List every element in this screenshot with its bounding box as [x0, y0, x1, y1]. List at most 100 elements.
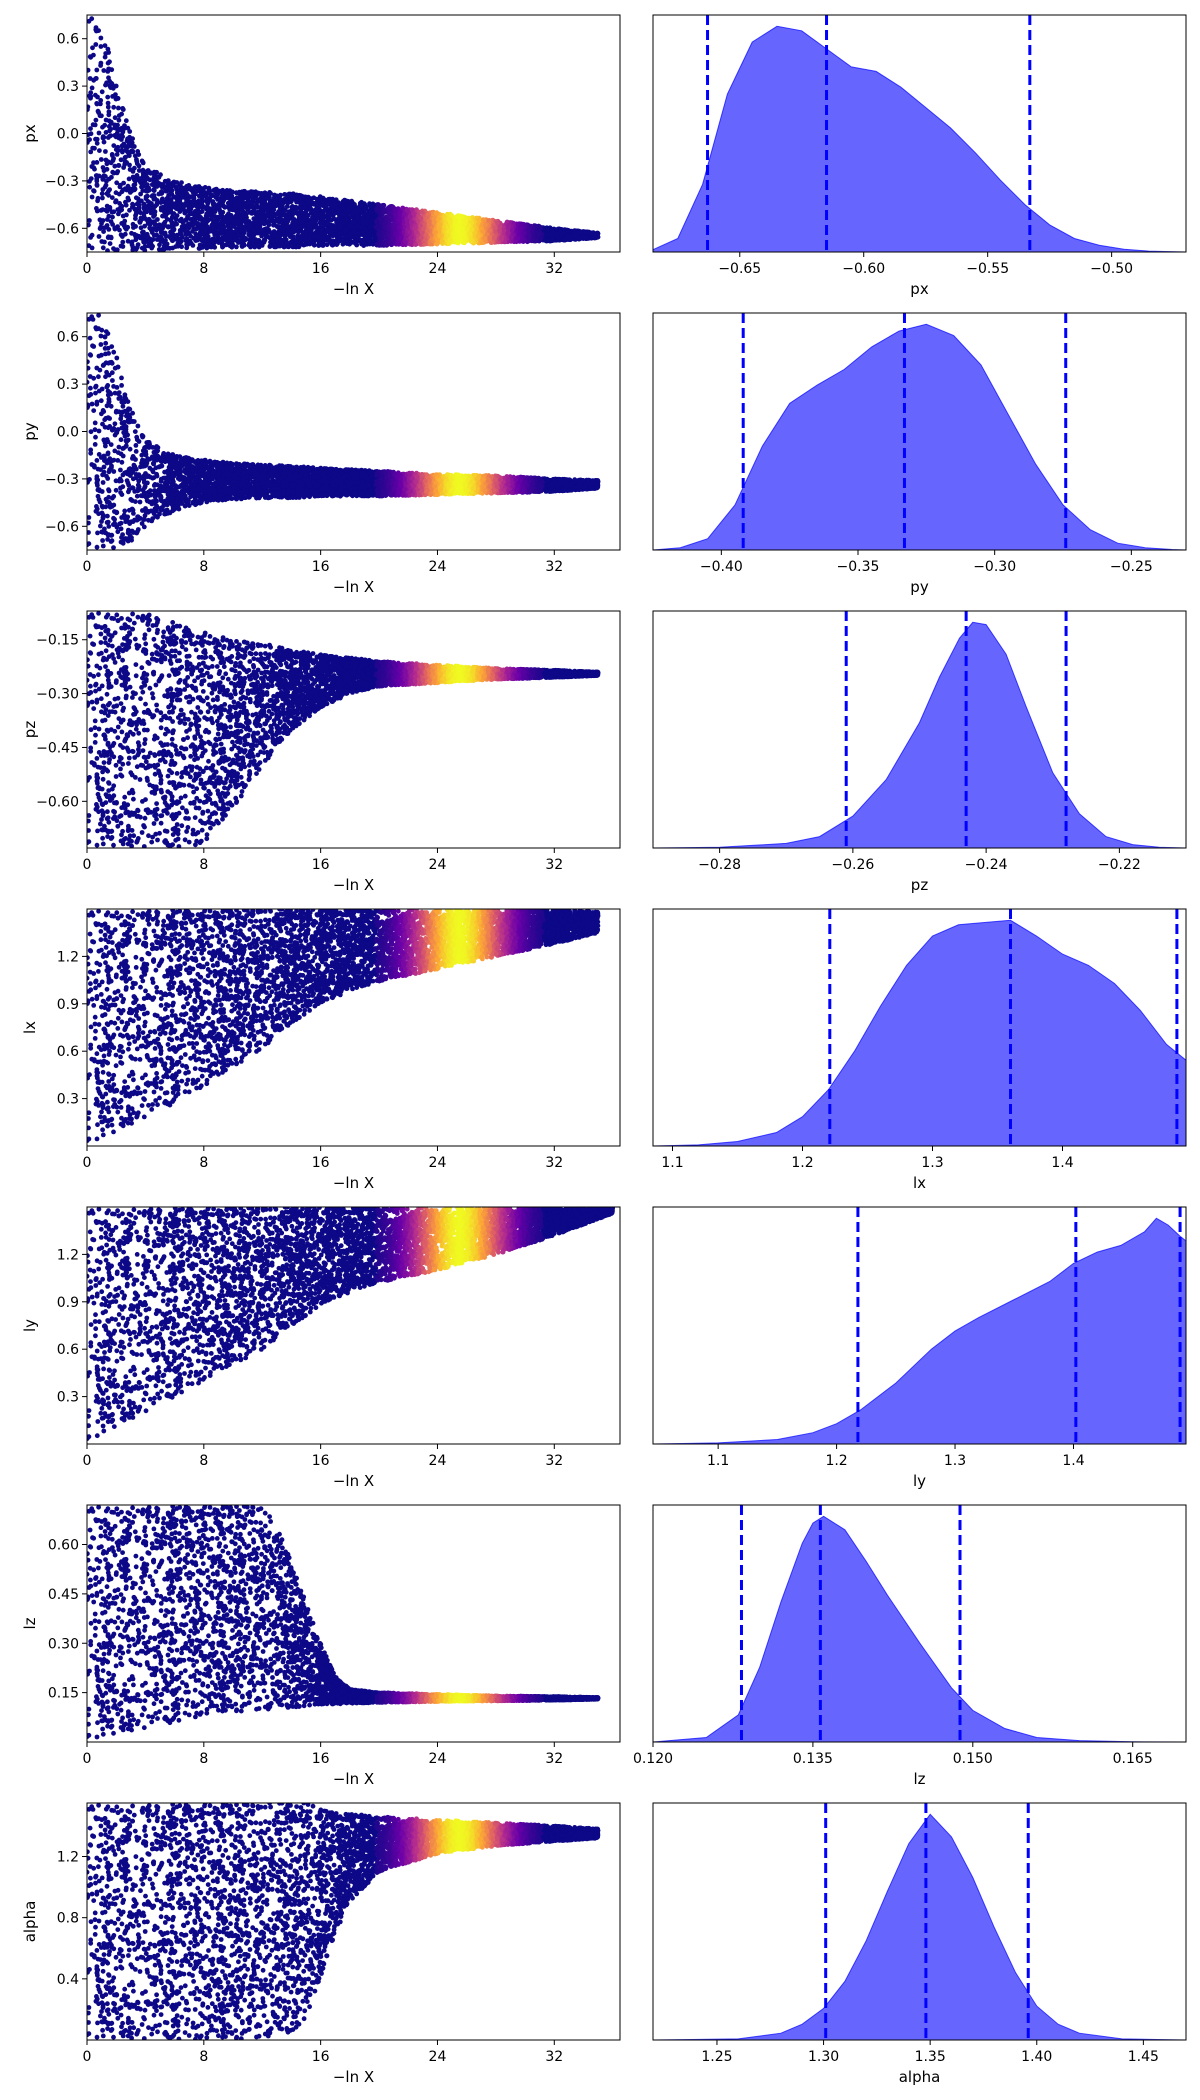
trace-sample-point [330, 233, 336, 239]
trace-sample-point [94, 140, 100, 146]
trace-sample-point [271, 229, 277, 234]
trace-sample-point [123, 118, 129, 124]
trace-sample-point [106, 75, 111, 81]
trace-sample-point [434, 210, 439, 216]
trace-sample-point [317, 202, 323, 208]
trace-sample-point [138, 235, 143, 241]
trace-sample-point [145, 199, 151, 204]
trace-sample-point [90, 145, 96, 151]
trace-sample-point [133, 216, 138, 222]
trace-sample-point [102, 122, 108, 128]
trace-sample-point [170, 226, 176, 232]
trace-sample-point [266, 196, 271, 202]
trace-sample-point [97, 148, 102, 154]
trace-sample-point [186, 183, 192, 188]
trace-sample-point [149, 230, 155, 235]
trace-sample-point [207, 228, 213, 234]
trace-sample-point [99, 89, 105, 95]
trace-sample-point [342, 226, 348, 232]
trace-sample-point [158, 200, 164, 206]
trace-sample-point [382, 220, 388, 226]
trace-sample-point [96, 130, 102, 136]
trace-sample-point [186, 208, 191, 214]
trace-sample-point [102, 239, 107, 245]
trace-sample-point [165, 178, 171, 184]
trace-sample-point [299, 200, 304, 206]
trace-sample-point [103, 130, 109, 135]
trace-sample-point [149, 193, 155, 199]
trace-sample-point [103, 182, 109, 188]
trace-sample-point [95, 195, 101, 201]
trace-sample-point [229, 242, 235, 248]
trace-sample-point [110, 214, 115, 220]
trace-sample-point [93, 92, 98, 98]
trace-sample-point [94, 178, 100, 184]
trace-sample-point [322, 231, 327, 237]
trace-sample-point [200, 237, 206, 243]
trace-sample-point [111, 209, 117, 215]
trace-sample-point [538, 235, 544, 241]
trace-sample-point [239, 243, 245, 249]
trace-sample-point [325, 210, 331, 216]
trace-sample-point [141, 214, 147, 220]
trace-sample-point [105, 94, 111, 100]
trace-sample-point [88, 94, 94, 99]
trace-sample-point [189, 199, 195, 205]
trace-sample-point [260, 229, 266, 235]
trace-sample-point [100, 175, 105, 180]
trace-sample-point [200, 219, 206, 225]
trace-sample-point [134, 173, 140, 178]
trace-sample-point [238, 237, 244, 243]
trace-sample-point [110, 222, 115, 227]
trace-sample-point [346, 222, 352, 228]
trace-sample-point [91, 188, 96, 194]
trace-sample-point [146, 239, 151, 245]
trace-sample-point [101, 68, 107, 73]
trace-sample-point [193, 210, 198, 216]
trace-sample-point [210, 205, 216, 211]
trace-sample-point [87, 218, 92, 223]
trace-sample-point [103, 117, 109, 123]
trace-sample-point [181, 228, 187, 233]
trace-sample-point [138, 225, 144, 231]
trace-sample-point [173, 217, 179, 223]
trace-sample-point [203, 213, 209, 219]
trace-sample-point [94, 101, 100, 107]
trace-sample-point [102, 54, 108, 60]
trace-sample-point [343, 198, 349, 204]
trace-sample-point [216, 240, 222, 246]
trace-sample-point [270, 237, 275, 243]
trace-sample-point [98, 35, 104, 41]
trace-sample-point [345, 208, 350, 214]
trace-sample-point [152, 222, 158, 228]
trace-sample-point [127, 143, 133, 149]
trace-sample-point [246, 200, 252, 205]
trace-sample-point [298, 224, 303, 229]
trace-sample-point [311, 239, 317, 245]
trace-sample-point [140, 230, 145, 235]
trace-sample-point [125, 238, 131, 244]
trace-sample-point [280, 224, 286, 230]
trace-sample-point [173, 236, 179, 242]
trace-sample-point [127, 139, 133, 145]
trace-sample-point [133, 211, 139, 216]
trace-sample-point [302, 242, 308, 248]
trace-sample-point [130, 244, 136, 250]
trace-sample-point [220, 187, 226, 193]
trace-sample-point [183, 188, 189, 193]
trace-sample-point [285, 214, 290, 220]
trace-sample-point [119, 203, 125, 209]
trace-sample-point [308, 229, 314, 234]
trace-sample-point [122, 155, 128, 161]
trace-sample-point [166, 193, 172, 198]
trace-sample-point [116, 117, 122, 123]
trace-sample-point [120, 239, 126, 245]
trace-sample-point [205, 208, 211, 214]
trace-sample-point [212, 201, 218, 207]
trace-sample-point [324, 237, 330, 243]
trace-sample-point [94, 160, 100, 165]
trace-sample-point [200, 204, 206, 210]
trace-sample-point [116, 105, 121, 111]
